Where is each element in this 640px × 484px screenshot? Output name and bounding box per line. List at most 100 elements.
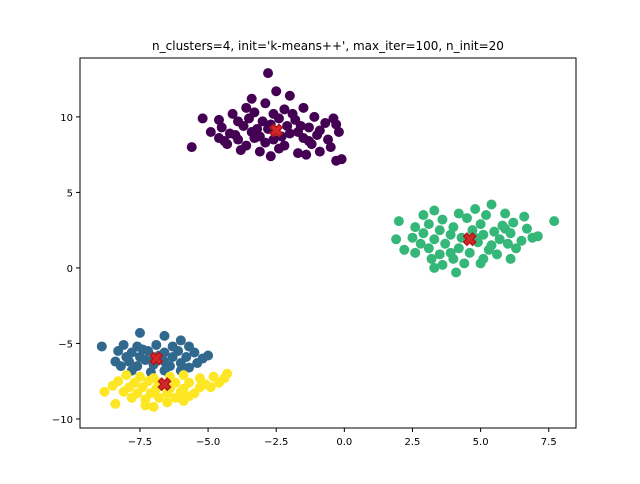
data-point: [295, 120, 306, 131]
data-point: [418, 210, 429, 221]
data-point: [309, 111, 320, 122]
data-point: [448, 222, 459, 233]
data-point: [184, 362, 195, 373]
data-point: [440, 238, 451, 249]
data-point: [429, 262, 440, 273]
data-point: [189, 347, 200, 358]
data-point: [254, 146, 265, 157]
data-point: [303, 136, 314, 147]
y-tick-label: −10: [52, 415, 73, 426]
data-point: [486, 240, 497, 251]
data-point: [475, 219, 486, 230]
data-point: [303, 122, 314, 133]
data-point: [140, 400, 151, 411]
data-point: [418, 228, 429, 239]
data-point: [140, 355, 151, 366]
data-point: [110, 398, 121, 409]
data-point: [314, 146, 325, 157]
data-point: [113, 345, 124, 356]
data-point: [511, 243, 522, 254]
data-point: [423, 219, 434, 230]
cluster-center-marker: [462, 232, 477, 247]
data-point: [521, 223, 532, 234]
data-point: [260, 98, 271, 109]
data-point: [162, 388, 173, 399]
x-tick-label: −5.0: [196, 437, 220, 448]
data-point: [213, 377, 224, 388]
data-point: [159, 330, 170, 341]
x-tick-label: −7.5: [128, 437, 152, 448]
data-point: [170, 392, 181, 403]
data-point: [391, 234, 402, 245]
data-point: [489, 226, 500, 237]
data-point: [205, 382, 216, 393]
cluster-center-marker: [149, 351, 164, 366]
data-point: [162, 397, 173, 408]
data-point: [175, 358, 186, 369]
data-point: [467, 225, 478, 236]
data-point: [287, 108, 298, 119]
data-point: [459, 258, 470, 269]
data-point: [500, 223, 511, 234]
data-point: [175, 335, 186, 346]
data-point: [434, 225, 445, 236]
y-tick-label: −5: [58, 339, 73, 350]
data-point: [331, 155, 342, 166]
data-point: [407, 232, 418, 243]
x-tick-label: 5.0: [473, 437, 489, 448]
data-point: [494, 234, 505, 245]
y-tick-label: 10: [60, 113, 73, 124]
data-point: [99, 386, 110, 397]
data-point: [282, 120, 293, 131]
data-point: [238, 120, 249, 131]
data-point: [470, 204, 481, 215]
data-point: [271, 86, 282, 97]
data-point: [241, 102, 252, 113]
plot-frame: [79, 57, 577, 429]
data-point: [293, 148, 304, 159]
data-point: [461, 213, 472, 224]
data-point: [273, 143, 284, 154]
data-point: [219, 136, 230, 147]
x-tick-label: 7.5: [541, 437, 557, 448]
data-point: [284, 128, 295, 139]
data-point: [134, 327, 145, 338]
data-point: [549, 216, 560, 227]
y-tick-label: 0: [67, 264, 73, 275]
data-point: [508, 217, 519, 228]
data-point: [273, 113, 284, 124]
data-point: [505, 253, 516, 264]
data-point: [434, 249, 445, 260]
data-point: [243, 113, 254, 124]
data-point: [279, 104, 290, 115]
data-point: [519, 211, 530, 222]
data-point: [192, 358, 203, 369]
data-point: [451, 267, 462, 278]
data-point: [429, 234, 440, 245]
data-point: [516, 235, 527, 246]
data-point: [301, 149, 312, 160]
data-point: [121, 370, 132, 381]
cluster-center-marker: [269, 123, 284, 138]
data-point: [410, 247, 421, 258]
data-point: [423, 243, 434, 254]
data-point: [464, 247, 475, 258]
data-point: [320, 117, 331, 128]
data-point: [445, 229, 456, 240]
data-point: [331, 119, 342, 130]
data-point: [124, 356, 135, 367]
data-point: [148, 401, 159, 412]
data-point: [205, 127, 216, 137]
data-point: [186, 142, 197, 153]
y-tick-label: 5: [67, 188, 73, 199]
cluster-center-marker: [157, 377, 172, 392]
data-point: [481, 210, 492, 221]
axis-ticks: −7.5 −5.0 −2.5 0.0 2.5 5.0 7.5 −10 −5 0 5 10: [52, 113, 557, 448]
data-point: [197, 113, 208, 124]
data-point: [263, 68, 274, 79]
data-point: [260, 137, 271, 148]
data-point: [265, 151, 276, 162]
data-point: [437, 214, 448, 225]
